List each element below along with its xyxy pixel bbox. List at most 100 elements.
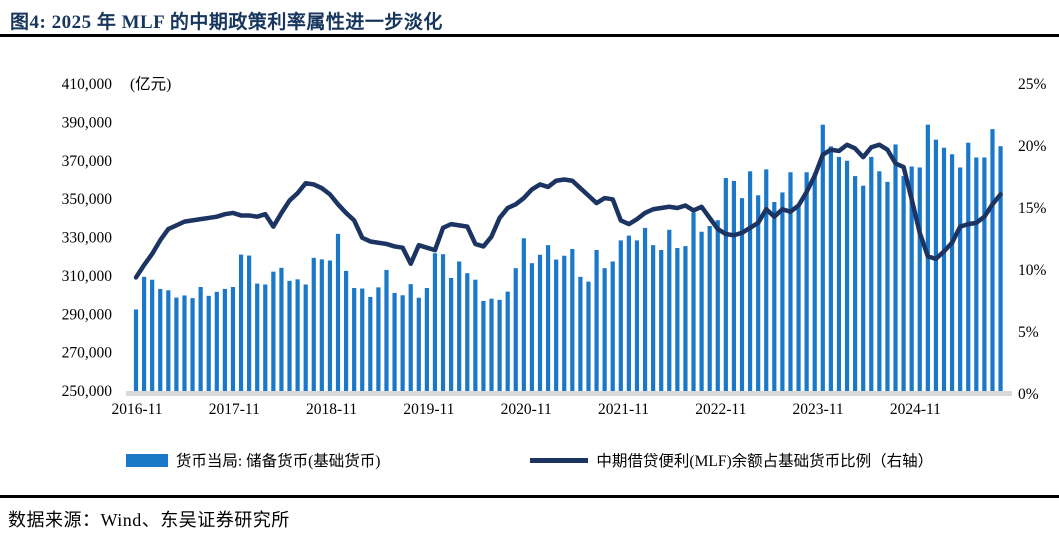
base-money-bar: [651, 245, 656, 391]
base-money-bar: [764, 169, 769, 391]
base-money-bar: [691, 212, 696, 391]
x-axis-tick-label: 2021-11: [598, 401, 649, 418]
base-money-bar: [449, 277, 454, 391]
y-axis-right-tick-label: 10%: [1018, 262, 1047, 279]
base-money-bar: [982, 157, 987, 391]
base-money-bar: [715, 220, 720, 391]
x-axis-tick-label: 2017-11: [209, 401, 260, 418]
data-source-note: 数据来源：Wind、东吴证券研究所: [8, 510, 290, 530]
base-money-bar: [747, 171, 753, 391]
base-money-bar: [158, 288, 163, 391]
base-money-bar: [820, 124, 825, 392]
x-axis-tick-label: 2016-11: [111, 401, 162, 418]
base-money-bar: [586, 281, 591, 391]
base-money-bar: [909, 166, 914, 391]
base-money-bar: [360, 288, 365, 391]
base-money-bar: [893, 144, 898, 391]
base-money-bar: [400, 295, 405, 391]
y-axis-left-tick-label: 290,000: [62, 306, 113, 323]
base-money-bar: [796, 206, 801, 391]
y-axis-right-tick-label: 15%: [1018, 200, 1047, 217]
base-money-bar: [457, 261, 462, 391]
base-money-bar: [440, 254, 446, 391]
base-money-bar: [230, 287, 236, 391]
x-axis-tick-label: 2019-11: [403, 401, 454, 418]
base-money-bar: [941, 147, 947, 391]
base-money-bar: [141, 276, 147, 391]
y-axis-right-tick-label: 20%: [1018, 138, 1047, 155]
base-money-bar: [642, 227, 648, 391]
base-money-bar: [594, 249, 599, 391]
base-money-bar: [279, 267, 284, 391]
base-money-bar: [723, 178, 728, 391]
base-money-bar: [392, 292, 397, 391]
base-money-bar: [133, 309, 139, 391]
base-money-bar: [311, 257, 316, 391]
base-money-bar: [222, 288, 227, 391]
legend-label-mlf-ratio: 中期借贷便利(MLF)余额占基础货币比例（右轴）: [596, 453, 934, 470]
base-money-bar: [376, 287, 381, 391]
base-money-bar: [562, 255, 567, 391]
x-axis-tick-label: 2018-11: [306, 401, 357, 418]
y-axis-right-tick-label: 0%: [1018, 386, 1039, 403]
base-money-bar: [626, 235, 631, 391]
base-money-bar: [699, 231, 704, 391]
base-money-bar: [554, 259, 559, 391]
figure-title: 图4: 2025 年 MLF 的中期政策利率属性进一步淡化: [10, 12, 443, 33]
base-money-bar: [828, 146, 833, 391]
y-axis-left-tick-label: 310,000: [62, 268, 113, 285]
base-money-bar: [933, 139, 939, 391]
base-money-bar: [295, 279, 300, 391]
y-axis-left-tick-label: 390,000: [62, 114, 113, 131]
base-money-bar: [416, 297, 421, 391]
bar-series-swatch-icon: [125, 453, 168, 467]
base-money-bar: [998, 146, 1003, 391]
title-divider-rule: [0, 34, 1059, 37]
base-money-bar: [384, 269, 389, 391]
base-money-bar: [473, 279, 478, 391]
base-money-bar: [287, 280, 292, 391]
base-money-bar: [756, 195, 761, 391]
x-axis-tick-label: 2024-11: [890, 401, 941, 418]
mlf-ratio-line: [133, 142, 1003, 280]
y-axis-left-tick-label: 330,000: [62, 230, 113, 247]
base-money-bar: [861, 185, 866, 391]
base-money-bar: [521, 238, 526, 391]
base-money-bar: [780, 192, 785, 391]
base-money-bar: [513, 268, 518, 391]
base-money-bar: [990, 129, 995, 391]
x-axis-tick-label: 2022-11: [695, 401, 746, 418]
base-money-bar: [319, 259, 324, 391]
base-money-bar: [634, 240, 640, 391]
base-money-bar: [772, 202, 777, 391]
base-money-bar: [675, 248, 680, 391]
base-money-bar: [610, 261, 615, 391]
base-money-bar: [974, 157, 979, 391]
base-money-bar: [844, 160, 850, 391]
base-money-bar: [335, 233, 341, 391]
base-money-bar: [368, 296, 373, 391]
base-money-bar: [836, 156, 842, 391]
y-axis-unit-label: (亿元): [130, 75, 171, 93]
base-money-bar: [683, 246, 688, 391]
base-money-bar: [505, 291, 510, 391]
base-money-bar: [707, 225, 712, 391]
y-axis-right-tick-label: 25%: [1018, 76, 1047, 93]
y-axis-left-tick-label: 250,000: [62, 383, 113, 400]
base-money-bar: [182, 295, 187, 391]
base-money-bar: [853, 176, 858, 391]
base-money-bar: [788, 172, 793, 391]
base-money-bar: [917, 167, 922, 391]
y-axis-left-tick-label: 410,000: [62, 76, 113, 93]
base-money-bar: [949, 154, 955, 391]
base-money-bar: [958, 167, 963, 391]
y-axis-right-tick-label: 5%: [1018, 324, 1039, 341]
base-money-bar: [303, 284, 308, 391]
base-money-bar: [174, 297, 179, 391]
base-money-bar: [545, 245, 551, 391]
base-money-bar: [238, 254, 244, 391]
chart-legend: 货币当局: 储备货币(基础货币) 中期借贷便利(MLF)余额占基础货币比例（右轴…: [0, 449, 1059, 471]
base-money-bar: [465, 273, 470, 391]
legend-item-mlf-ratio: 中期借贷便利(MLF)余额占基础货币比例（右轴）: [530, 449, 933, 471]
